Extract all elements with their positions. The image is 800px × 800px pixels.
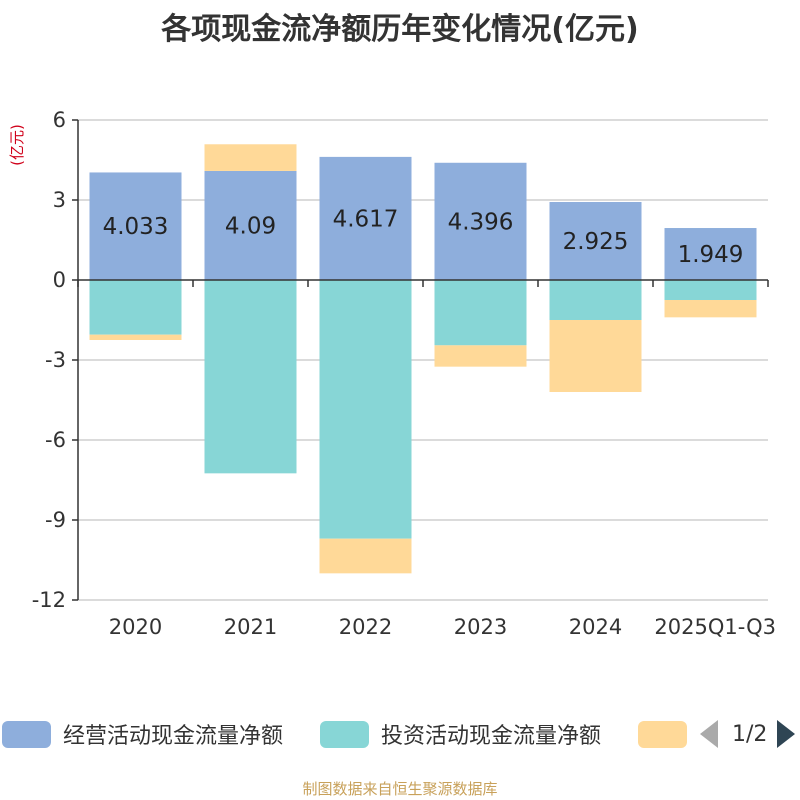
bar-series0-2025Q1-Q3[interactable]: [664, 228, 757, 280]
y-axis-title: (亿元): [8, 124, 26, 166]
legend-swatch-investing: [320, 720, 369, 748]
bar-series0-2021[interactable]: [204, 170, 297, 280]
bar-series0-2024[interactable]: [549, 202, 642, 280]
x-tick-label: 2024: [569, 615, 622, 639]
legend: 经营活动现金流量净额 投资活动现金流量净额 1/2: [0, 716, 800, 756]
legend-label-operating: 经营活动现金流量净额: [63, 724, 284, 749]
x-tick-label: 2023: [454, 615, 507, 639]
bars: [89, 144, 757, 574]
bar-series2-2021[interactable]: [204, 144, 297, 171]
y-tick-label: 0: [53, 268, 66, 292]
source-note: 制图数据来自恒生聚源数据库: [302, 780, 498, 798]
bar-series0-2020[interactable]: [89, 172, 182, 280]
bar-series0-2023[interactable]: [434, 162, 527, 280]
grid-lines: [78, 119, 768, 601]
data-label: 4.617: [333, 206, 399, 232]
bar-series2-2024[interactable]: [549, 320, 642, 392]
y-tick-label: -9: [45, 508, 66, 532]
bar-series1-2024[interactable]: [549, 280, 642, 320]
y-tick-label: 6: [53, 108, 66, 132]
y-tick-label: -6: [45, 428, 66, 452]
legend-swatch-financing: [638, 720, 687, 748]
legend-swatch-operating: [2, 720, 51, 748]
x-tick-label: 2021: [224, 615, 277, 639]
legend-item-operating[interactable]: 经营活动现金流量净额: [2, 716, 283, 752]
axes: 6 3 0 -3 -6 -9 -12 2020 2021 2022 2023 2024 2025Q1-Q…: [32, 108, 776, 639]
x-tick-label: 2022: [339, 615, 392, 639]
data-label: 4.09: [225, 213, 276, 239]
bar-series1-2021[interactable]: [204, 280, 297, 474]
bar-series1-2022[interactable]: [319, 280, 412, 539]
legend-item-investing[interactable]: 投资活动现金流量净额: [320, 716, 601, 752]
y-tick-label: -12: [32, 588, 66, 612]
pager-next-icon[interactable]: [777, 720, 796, 748]
legend-label-investing: 投资活动现金流量净额: [381, 724, 602, 749]
bar-series1-2025Q1-Q3[interactable]: [664, 280, 757, 300]
data-label: 1.949: [678, 242, 744, 268]
legend-pager: 1/2: [700, 716, 796, 752]
bar-series2-2022[interactable]: [319, 538, 412, 574]
y-tick-label: 3: [53, 188, 66, 212]
bar-series2-2023[interactable]: [434, 345, 527, 367]
pager-text: 1/2: [732, 721, 768, 747]
chart-title: 各项现金流净额历年变化情况(亿元): [161, 12, 639, 47]
data-label: 4.033: [103, 214, 169, 240]
x-tick-label: 2025Q1-Q3: [654, 615, 776, 639]
data-label: 2.925: [563, 229, 629, 255]
bar-series1-2020[interactable]: [89, 280, 182, 335]
x-tick-label: 2020: [109, 615, 162, 639]
data-label: 4.396: [448, 209, 514, 235]
legend-item-financing[interactable]: [638, 716, 699, 752]
data-labels: 4.033 4.09 4.617 4.396 2.925 1.949: [103, 206, 744, 268]
bar-series2-2025Q1-Q3[interactable]: [664, 300, 757, 318]
bar-series1-2023[interactable]: [434, 280, 527, 346]
y-tick-label: -3: [45, 348, 66, 372]
bar-series0-2022[interactable]: [319, 156, 412, 280]
pager-prev-icon[interactable]: [700, 720, 718, 748]
bar-series2-2020[interactable]: [89, 334, 182, 340]
